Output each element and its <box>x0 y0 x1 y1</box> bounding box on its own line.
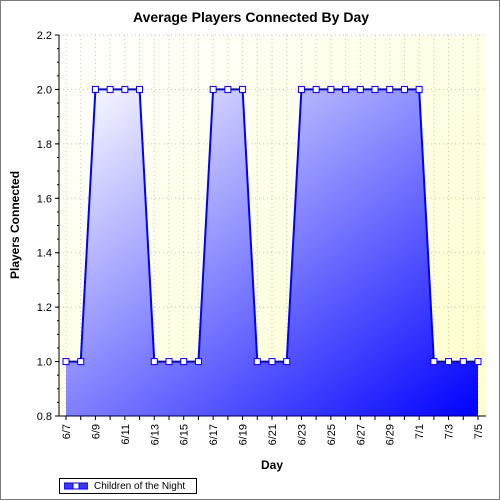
x-tick-label: 6/17 <box>208 424 220 445</box>
x-tick-label: 6/19 <box>238 424 250 445</box>
x-tick-label: 6/15 <box>179 424 191 445</box>
y-tick-label: 1.8 <box>37 139 52 151</box>
data-point <box>194 358 202 366</box>
data-point <box>356 85 364 93</box>
data-point <box>180 358 188 366</box>
y-tick-label: 1.0 <box>37 357 52 369</box>
data-point <box>106 85 114 93</box>
legend-label: Children of the Night <box>94 480 186 492</box>
data-point <box>371 85 379 93</box>
data-point <box>165 358 173 366</box>
x-tick-label: 7/3 <box>444 424 456 439</box>
data-point <box>297 85 305 93</box>
data-point <box>150 358 158 366</box>
data-point <box>121 85 129 93</box>
x-tick-label: 7/5 <box>473 424 485 439</box>
legend-swatch <box>64 482 88 490</box>
legend: Children of the Night <box>59 478 197 494</box>
y-tick-label: 2.2 <box>37 30 52 42</box>
y-tick-label: 1.2 <box>37 302 52 314</box>
data-point <box>209 85 217 93</box>
y-tick-label: 1.6 <box>37 193 52 205</box>
data-point <box>327 85 335 93</box>
data-point <box>459 358 467 366</box>
x-axis-label: Day <box>261 458 283 472</box>
data-point <box>312 85 320 93</box>
x-tick-label: 6/29 <box>385 424 397 445</box>
data-point <box>474 358 482 366</box>
data-point <box>445 358 453 366</box>
y-tick-label: 1.4 <box>37 248 52 260</box>
x-tick-label: 6/23 <box>296 424 308 445</box>
x-tick-label: 6/13 <box>149 424 161 445</box>
data-point <box>430 358 438 366</box>
y-tick-label: 0.8 <box>37 411 52 423</box>
data-point <box>400 85 408 93</box>
data-point <box>239 85 247 93</box>
y-tick-label: 2.0 <box>37 84 52 96</box>
data-point <box>77 358 85 366</box>
x-tick-label: 7/1 <box>414 424 426 439</box>
x-tick-label: 6/25 <box>326 424 338 445</box>
chart-title: Average Players Connected By Day <box>132 9 370 25</box>
y-axis-label: Players Connected <box>8 171 22 279</box>
x-tick-label: 6/27 <box>355 424 367 445</box>
x-tick-label: 6/21 <box>267 424 279 445</box>
data-point <box>224 85 232 93</box>
data-point <box>91 85 99 93</box>
data-point <box>136 85 144 93</box>
data-point <box>283 358 291 366</box>
data-point <box>268 358 276 366</box>
data-point <box>253 358 261 366</box>
data-point <box>342 85 350 93</box>
series-area <box>66 89 478 416</box>
x-tick-label: 6/7 <box>61 424 73 439</box>
x-tick-label: 6/11 <box>120 424 132 445</box>
data-point <box>386 85 394 93</box>
x-tick-label: 6/9 <box>90 424 102 439</box>
data-point <box>62 358 70 366</box>
data-point <box>415 85 423 93</box>
